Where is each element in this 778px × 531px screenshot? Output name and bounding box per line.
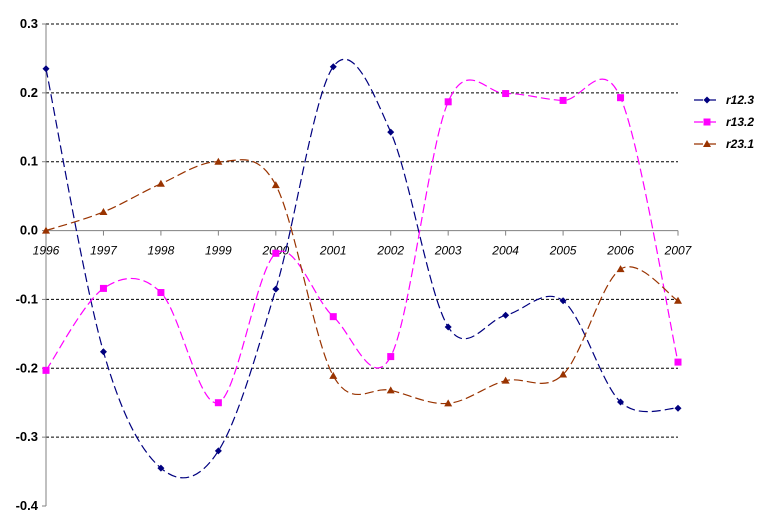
data-point (559, 297, 567, 305)
y-tick-label: -0.2 (16, 360, 38, 375)
data-point (214, 157, 223, 165)
series-r12-3 (42, 58, 682, 479)
series-line (45, 78, 679, 404)
axes (42, 23, 679, 507)
legend-marker (703, 140, 711, 147)
x-tick-label: 1996 (33, 244, 60, 258)
x-tick-label: 2007 (664, 244, 693, 258)
x-tick-label: 2004 (491, 244, 519, 258)
data-point (42, 65, 50, 73)
data-point (502, 90, 510, 98)
data-point (617, 94, 625, 102)
legend: r12.3 r13.2 r23.1 (694, 93, 754, 151)
data-point (272, 249, 280, 257)
data-point (387, 353, 395, 361)
legend-item: r12.3 (694, 93, 754, 107)
data-point (387, 128, 395, 136)
data-point (329, 63, 337, 71)
data-point (329, 371, 338, 379)
data-point (559, 370, 568, 378)
data-point (616, 265, 625, 273)
x-tick-label: 1999 (205, 244, 232, 258)
series-r23-1 (42, 157, 682, 407)
x-tick-labels: 1996199719981999200020012002200320042005… (33, 244, 693, 258)
y-tick-label: -0.3 (16, 429, 38, 444)
data-point (156, 179, 165, 187)
data-point (272, 285, 280, 293)
series-line (45, 159, 679, 405)
x-tick-label: 1998 (148, 244, 175, 258)
x-tick-label: 2005 (549, 244, 577, 258)
data-point (617, 398, 625, 406)
series-r13-2 (42, 78, 682, 407)
data-point (42, 366, 50, 374)
y-tick-label: 0.3 (20, 16, 38, 31)
y-tick-label: 0.1 (20, 154, 38, 169)
y-tick-label: -0.4 (16, 498, 39, 513)
data-point (214, 399, 222, 407)
x-tick-label: 1997 (90, 244, 118, 258)
data-point (674, 358, 682, 366)
y-tick-label: -0.1 (16, 291, 38, 306)
data-point (386, 386, 395, 394)
y-tick-label: 0.0 (20, 223, 38, 238)
data-point (42, 226, 50, 234)
data-point (329, 313, 337, 321)
legend-item: r23.1 (694, 137, 754, 151)
data-point (157, 289, 165, 297)
legend-label: r23.1 (726, 137, 754, 151)
data-point (444, 98, 452, 106)
x-tick-label: 2006 (606, 244, 634, 258)
data-point (674, 296, 682, 304)
legend-label: r12.3 (726, 93, 754, 107)
series-layer (42, 58, 682, 479)
data-point (559, 96, 567, 104)
data-point (502, 311, 510, 319)
series-line (45, 58, 679, 479)
x-tick-label: 2002 (376, 244, 404, 258)
legend-label: r13.2 (726, 115, 754, 129)
data-point (99, 207, 108, 215)
data-point (444, 399, 453, 407)
x-tick-label: 2003 (434, 244, 462, 258)
data-point (99, 348, 107, 356)
gridlines (46, 23, 678, 438)
data-point (501, 376, 510, 384)
data-point (271, 181, 280, 189)
legend-marker (703, 118, 711, 126)
y-tick-label: 0.2 (20, 85, 38, 100)
data-point (674, 404, 682, 412)
data-point (157, 464, 165, 472)
x-tick-label: 2001 (319, 244, 347, 258)
data-point (444, 323, 452, 331)
data-point (214, 447, 222, 455)
y-tick-labels: 0.3 0.2 0.1 0.0 -0.1 -0.2 -0.3 -0.4 (16, 16, 39, 513)
legend-marker (703, 96, 711, 104)
data-point (99, 284, 107, 292)
legend-item: r13.2 (694, 115, 754, 129)
